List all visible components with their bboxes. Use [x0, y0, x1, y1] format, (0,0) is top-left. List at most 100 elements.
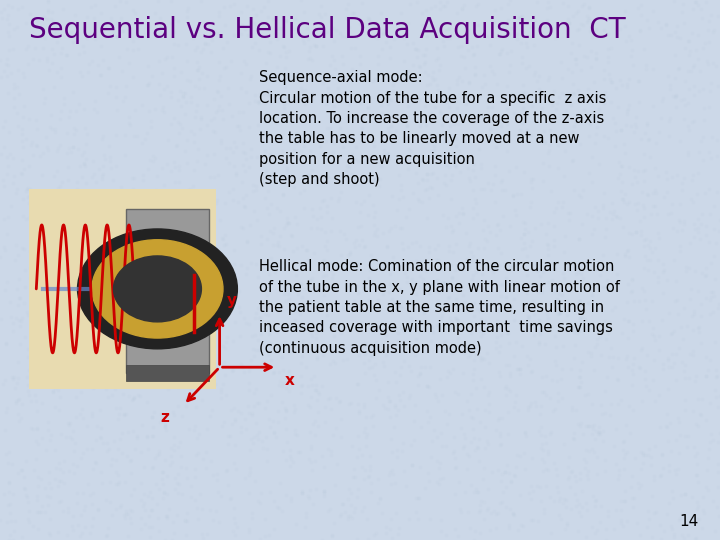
- Point: [312, 355, 323, 363]
- Point: [497, 382, 508, 390]
- Point: [86, 345, 97, 353]
- Point: [496, 470, 508, 478]
- Point: [238, 201, 250, 210]
- Point: [193, 246, 204, 254]
- Point: [36, 32, 48, 40]
- Point: [573, 296, 585, 305]
- Point: [66, 114, 78, 123]
- Point: [446, 261, 457, 270]
- Point: [379, 434, 390, 443]
- Point: [289, 426, 301, 434]
- Point: [469, 122, 480, 130]
- Point: [575, 6, 586, 15]
- Point: [449, 524, 461, 533]
- Point: [284, 294, 295, 303]
- Point: [347, 472, 359, 481]
- Point: [552, 140, 564, 149]
- Point: [158, 80, 170, 89]
- Point: [134, 256, 145, 265]
- Point: [392, 406, 404, 415]
- Point: [211, 29, 222, 38]
- Point: [0, 286, 11, 294]
- Point: [237, 362, 248, 371]
- Point: [288, 423, 300, 432]
- Point: [55, 73, 67, 82]
- Point: [271, 433, 282, 442]
- Point: [243, 86, 255, 94]
- Point: [482, 221, 494, 230]
- Point: [240, 424, 252, 433]
- Point: [629, 127, 640, 136]
- Point: [304, 43, 315, 52]
- Point: [325, 447, 337, 455]
- Point: [677, 531, 688, 540]
- Point: [505, 467, 516, 475]
- Point: [433, 287, 445, 296]
- Point: [176, 489, 188, 498]
- Point: [86, 123, 97, 132]
- Point: [246, 259, 257, 267]
- Point: [566, 403, 577, 412]
- Point: [130, 445, 141, 454]
- Point: [690, 420, 702, 428]
- Point: [252, 97, 264, 106]
- Point: [42, 297, 53, 306]
- Point: [666, 26, 678, 35]
- Point: [459, 36, 470, 45]
- Point: [584, 120, 595, 129]
- Point: [666, 99, 678, 107]
- Point: [289, 315, 301, 324]
- Point: [297, 489, 308, 498]
- Point: [421, 184, 433, 193]
- Point: [212, 245, 223, 253]
- Point: [53, 482, 64, 490]
- Point: [279, 245, 290, 254]
- Point: [560, 495, 572, 504]
- Point: [513, 340, 524, 348]
- Point: [635, 448, 647, 456]
- Point: [164, 124, 176, 132]
- Point: [508, 191, 519, 199]
- Point: [318, 186, 330, 194]
- Point: [457, 400, 469, 408]
- Point: [403, 144, 415, 153]
- Point: [515, 451, 526, 460]
- Point: [562, 44, 573, 52]
- Point: [32, 524, 44, 533]
- Point: [96, 93, 107, 102]
- Point: [72, 302, 84, 311]
- Point: [202, 258, 213, 266]
- Point: [426, 453, 437, 461]
- Point: [456, 5, 468, 14]
- Point: [359, 465, 371, 474]
- Point: [635, 346, 647, 354]
- Point: [6, 372, 18, 381]
- Point: [598, 188, 610, 197]
- Point: [325, 416, 337, 424]
- Point: [343, 399, 355, 408]
- Point: [365, 351, 377, 360]
- Point: [657, 268, 669, 276]
- Point: [462, 91, 473, 100]
- Point: [364, 478, 376, 487]
- Point: [370, 487, 382, 496]
- Point: [562, 311, 573, 320]
- Point: [237, 223, 248, 232]
- Point: [621, 246, 633, 255]
- Point: [679, 360, 690, 369]
- Point: [139, 506, 150, 515]
- Point: [160, 33, 171, 42]
- Point: [550, 361, 562, 369]
- Point: [321, 70, 333, 78]
- Point: [699, 272, 711, 280]
- Point: [270, 358, 282, 367]
- Point: [48, 273, 59, 281]
- Point: [161, 410, 173, 418]
- Point: [0, 182, 9, 191]
- Point: [457, 210, 469, 218]
- Point: [99, 261, 111, 269]
- Point: [668, 536, 680, 540]
- Point: [615, 505, 626, 514]
- Point: [586, 113, 598, 122]
- Point: [386, 192, 397, 200]
